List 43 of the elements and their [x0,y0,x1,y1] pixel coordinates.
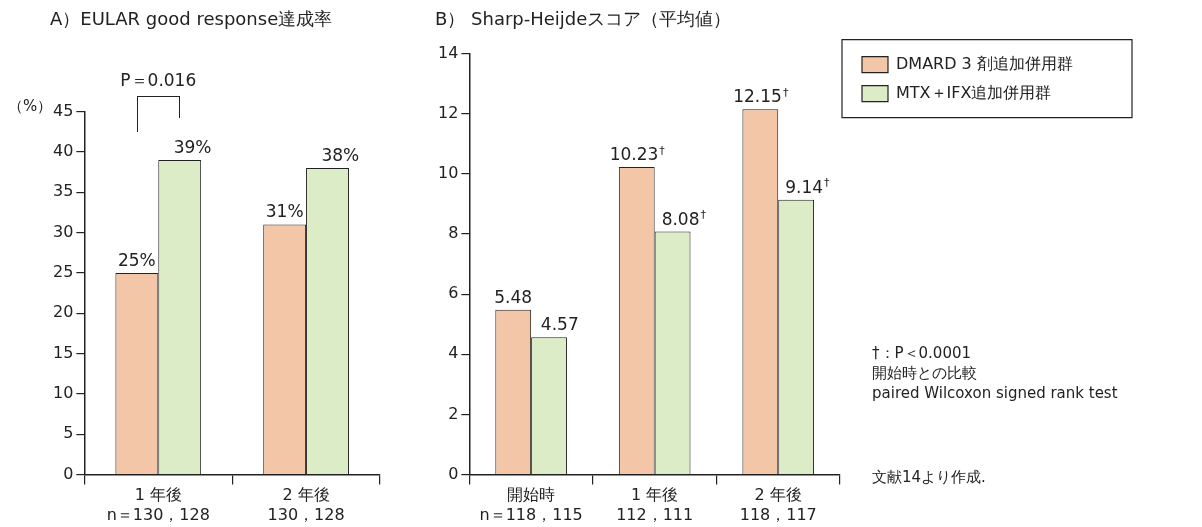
y-tick-label: 6 [448,283,459,303]
y-tick-label: 0 [63,463,74,483]
y-tick-label: 5 [63,423,74,443]
y-tick-label: 20 [53,302,74,322]
legend-label: DMARD 3 剤追加併用群 [896,53,1073,73]
y-tick-label: 12 [438,102,459,122]
data-label: 38% [321,144,360,165]
y-tick-label: 2 [448,403,459,423]
chart-title: B） Sharp-Heijdeスコア（平均値） [435,8,732,30]
text: †：P＜0.0001 [872,344,972,363]
text: 文献14より作成. [872,468,986,487]
y-tick-label: 35 [53,181,74,201]
legend-label: MTX＋IFX追加併用群 [896,82,1052,102]
data-label: 25% [117,249,156,270]
x-tick-label: 1 年後 n＝130，128 [106,485,210,524]
y-tick-label: 30 [53,221,74,241]
data-label: 5.48 [494,286,533,307]
data-label: 4.57 [540,314,579,335]
text: 開始時との比較 [872,364,977,383]
chart-title: A）EULAR good response達成率 [50,8,333,30]
y-tick-label: 10 [438,163,459,183]
x-tick-label: 2 年後 130，128 [267,485,345,524]
data-label: 12.15† [733,85,789,107]
x-tick-label: 開始時 n＝118，115 [479,485,583,524]
x-tick-label: 2 年後 118，117 [739,485,817,524]
y-tick-label: 40 [53,141,74,161]
y-tick-label: 10 [53,383,74,403]
y-tick-label: 45 [53,100,74,120]
y-tick-label: 25 [53,262,74,282]
data-label: 31% [265,201,304,222]
x-tick-label: 1 年後 112，111 [616,485,694,524]
data-label: 10.23† [609,143,666,164]
y-axis-title: （%） [8,97,53,116]
data-label: 9.14† [785,176,831,197]
data-label: 8.08† [661,208,707,229]
y-tick-label: 0 [448,463,459,483]
y-tick-label: 15 [53,342,74,362]
y-tick-label: 14 [438,42,459,62]
text: P＝0.016 [120,69,197,90]
y-tick-label: 4 [448,343,459,363]
text: paired Wilcoxon signed rank test [872,384,1118,403]
data-label: 39% [173,136,212,157]
y-tick-label: 8 [448,223,459,243]
